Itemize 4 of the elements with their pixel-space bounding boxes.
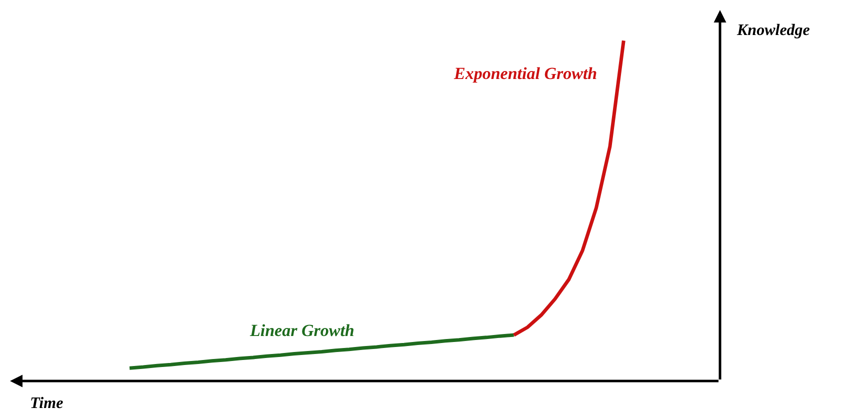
series-label: Exponential Growth <box>453 64 598 83</box>
series-label: Linear Growth <box>249 321 354 340</box>
text: Knowledge <box>736 22 810 39</box>
x-axis-title: Time <box>30 395 64 412</box>
